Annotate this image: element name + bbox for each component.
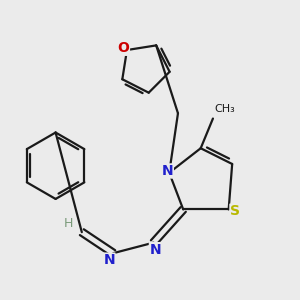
Text: S: S [230,204,240,218]
Text: N: N [103,253,115,267]
Text: N: N [162,164,173,178]
Text: CH₃: CH₃ [215,104,236,114]
Text: N: N [149,243,161,257]
Text: H: H [64,217,73,230]
Text: O: O [118,41,129,55]
